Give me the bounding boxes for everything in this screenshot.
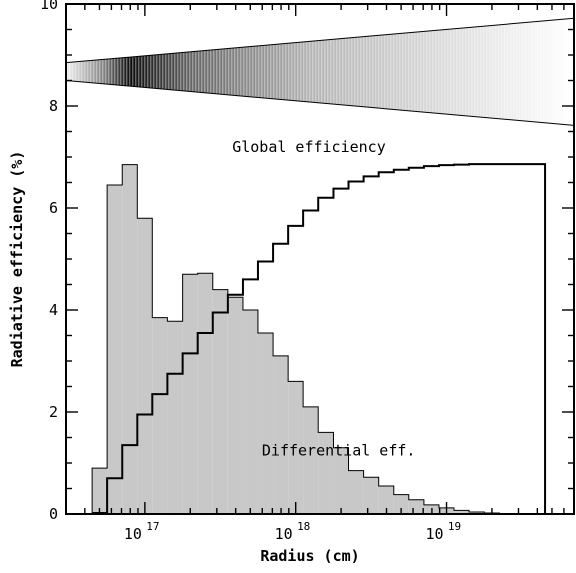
x-tick-labels: 10 17 10 18 10 19: [124, 520, 461, 543]
y-tick-label: 8: [49, 97, 58, 115]
annotation-differential-eff: Differential eff.: [262, 441, 416, 459]
x-tick-exponent: 18: [297, 520, 310, 533]
differential-histogram: [91, 164, 546, 515]
wedge-stripes: [66, 18, 574, 126]
diff-bar: [137, 218, 153, 514]
diff-bar: [92, 468, 108, 514]
diff-bar: [227, 297, 243, 514]
global-efficiency-curve: [92, 163, 547, 514]
y-tick-label: 10: [40, 0, 58, 13]
diff-bar: [273, 355, 289, 514]
diff-bar: [212, 289, 228, 514]
diff-bar: [107, 185, 123, 515]
diff-bar: [333, 447, 349, 514]
diff-bar: [242, 310, 258, 514]
y-tick-label: 6: [49, 199, 58, 217]
annotation-global-efficiency: Global efficiency: [232, 138, 386, 156]
diff-bar: [378, 485, 394, 514]
diff-bar: [469, 511, 485, 514]
x-tick-mantissa: 10: [124, 525, 142, 543]
global-step-line: [92, 163, 547, 514]
wedge-top-edge: [65, 17, 575, 64]
diff-bar: [303, 406, 319, 514]
axis-ticks: [65, 3, 575, 515]
diff-bar: [122, 164, 138, 514]
y-axis-label: Radiative efficiency (%): [8, 151, 26, 368]
diff-bar: [197, 273, 213, 514]
diff-bar: [393, 494, 409, 514]
x-tick-exponent: 19: [448, 520, 461, 533]
diff-bar: [257, 332, 274, 514]
wedge-bottom-edge: [65, 80, 575, 126]
diff-bar: [453, 510, 470, 514]
diff-bar: [348, 470, 364, 514]
diff-bar: [318, 432, 334, 514]
y-tick-label: 4: [49, 301, 58, 319]
y-tick-label: 0: [49, 505, 58, 523]
x-tick-exponent: 17: [146, 520, 159, 533]
diff-bar: [167, 321, 183, 514]
x-axis-label: Radius (cm): [260, 547, 359, 565]
diff-bar: [363, 477, 379, 514]
emission-wedge: [65, 17, 575, 126]
y-tick-label: 2: [49, 403, 58, 421]
x-tick-mantissa: 10: [426, 525, 444, 543]
diff-bar: [152, 317, 168, 514]
y-tick-labels: 0 2 4 6 8 10: [40, 0, 58, 523]
diff-bar: [182, 274, 198, 514]
diff-outline: [91, 164, 546, 515]
diff-bar: [288, 381, 304, 514]
x-tick-mantissa: 10: [275, 525, 293, 543]
diff-bar: [408, 499, 424, 514]
